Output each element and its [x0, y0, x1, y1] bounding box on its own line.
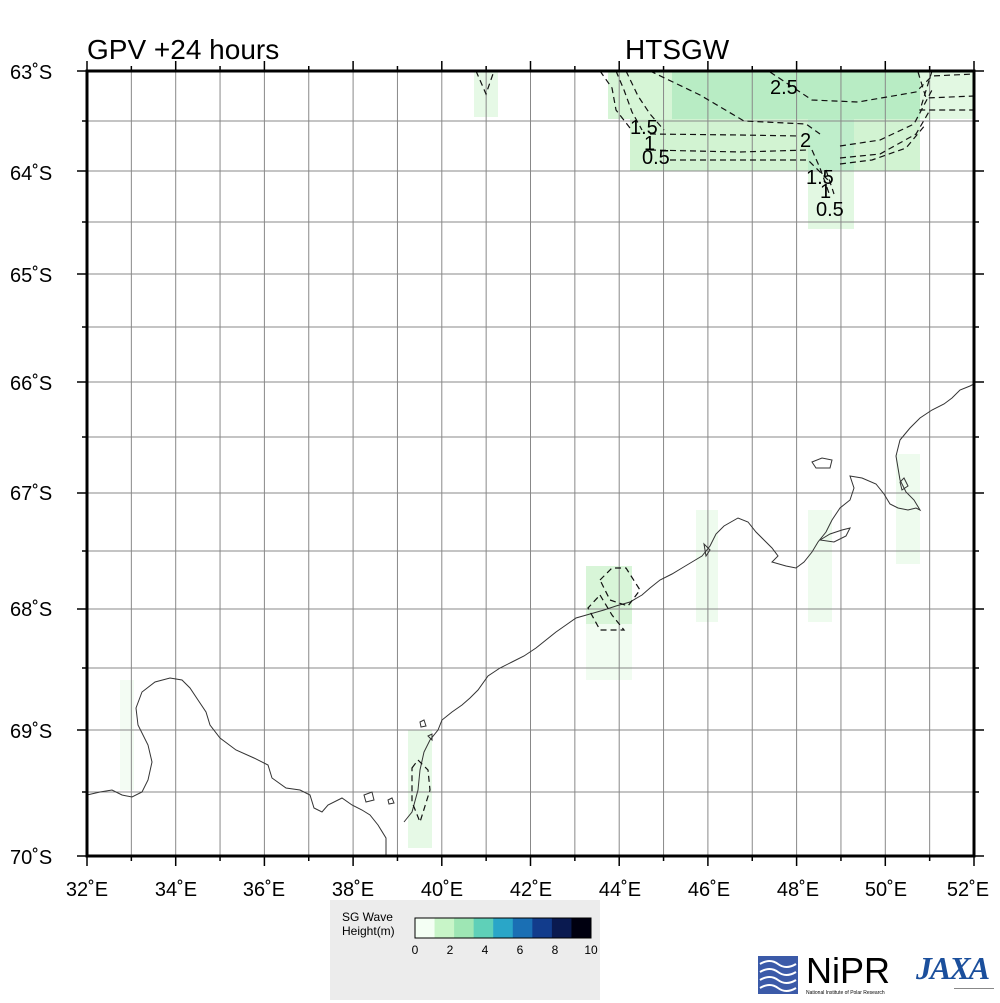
colorbar-swatch	[473, 918, 494, 938]
colorbar-swatch	[532, 918, 553, 938]
lon-label: 34˚E	[155, 879, 197, 901]
lon-label: 52˚E	[947, 879, 989, 901]
nipr-emblem-icon	[758, 956, 798, 994]
colorbar-tick: 0	[412, 943, 419, 957]
contour-label: 0.5	[816, 199, 844, 221]
contour-label: 1	[644, 133, 655, 155]
colorbar-graphic: 0 2 4 6 8 10	[412, 917, 598, 957]
colorbar-tick: 4	[482, 943, 489, 957]
lat-label: 70˚S	[10, 847, 52, 869]
lat-label: 68˚S	[10, 599, 52, 621]
colorbar-swatch	[415, 918, 436, 938]
lon-label: 48˚E	[777, 879, 819, 901]
contour-label: 1	[820, 181, 831, 203]
colorbar-swatch	[493, 918, 514, 938]
contour-label: 1.5	[630, 117, 658, 139]
lon-label: 38˚E	[332, 879, 374, 901]
nipr-wordmark: NiPR	[806, 950, 891, 991]
nipr-logo: NiPR National Institute of Polar Researc…	[758, 952, 906, 998]
colorbar-swatch	[512, 918, 533, 938]
jaxa-tagline	[954, 988, 994, 997]
lon-label: 44˚E	[599, 879, 641, 901]
contour-label: 2.5	[770, 77, 798, 99]
lon-label: 50˚E	[865, 879, 907, 901]
colorbar-legend: SG Wave Height(m) 0 2 4 6 8 10	[330, 900, 600, 1000]
wave-shading	[120, 71, 974, 848]
contour-label: 2	[800, 130, 811, 152]
contour-label: 0.5	[642, 147, 670, 169]
colorbar-swatch	[454, 918, 475, 938]
lat-label: 65˚S	[10, 265, 52, 287]
lat-label: 64˚S	[10, 163, 52, 185]
contour-lines	[411, 70, 975, 824]
colorbar-tick: 8	[552, 943, 559, 957]
colorbar-swatch	[434, 918, 455, 938]
colorbar-tick: 10	[584, 943, 598, 957]
jaxa-logo: JAXA	[914, 950, 998, 1000]
lon-label: 36˚E	[243, 879, 285, 901]
lat-label: 67˚S	[10, 483, 52, 505]
colorbar-swatch	[551, 918, 572, 938]
lon-label: 42˚E	[510, 879, 552, 901]
lon-label: 46˚E	[688, 879, 730, 901]
lat-label: 63˚S	[10, 62, 52, 84]
coastline	[86, 383, 975, 856]
colorbar-title: SG Wave Height(m)	[342, 910, 422, 938]
left-title: GPV +24 hours	[87, 34, 279, 65]
lat-label: 66˚S	[10, 373, 52, 395]
lat-label: 69˚S	[10, 721, 52, 743]
jaxa-wordmark: JAXA	[916, 950, 990, 986]
axis-ticks	[77, 61, 984, 866]
colorbar-swatch	[571, 918, 592, 938]
contour-label: 1.5	[806, 167, 834, 189]
colorbar-title-line1: SG Wave	[342, 910, 393, 924]
colorbar-title-line2: Height(m)	[342, 924, 395, 938]
nipr-subtitle: National Institute of Polar Research	[806, 990, 885, 996]
colorbar-tick: 6	[517, 943, 524, 957]
colorbar-tick: 2	[447, 943, 454, 957]
lon-label: 40˚E	[421, 879, 463, 901]
right-title: HTSGW	[625, 34, 730, 65]
lon-label: 32˚E	[66, 879, 108, 901]
